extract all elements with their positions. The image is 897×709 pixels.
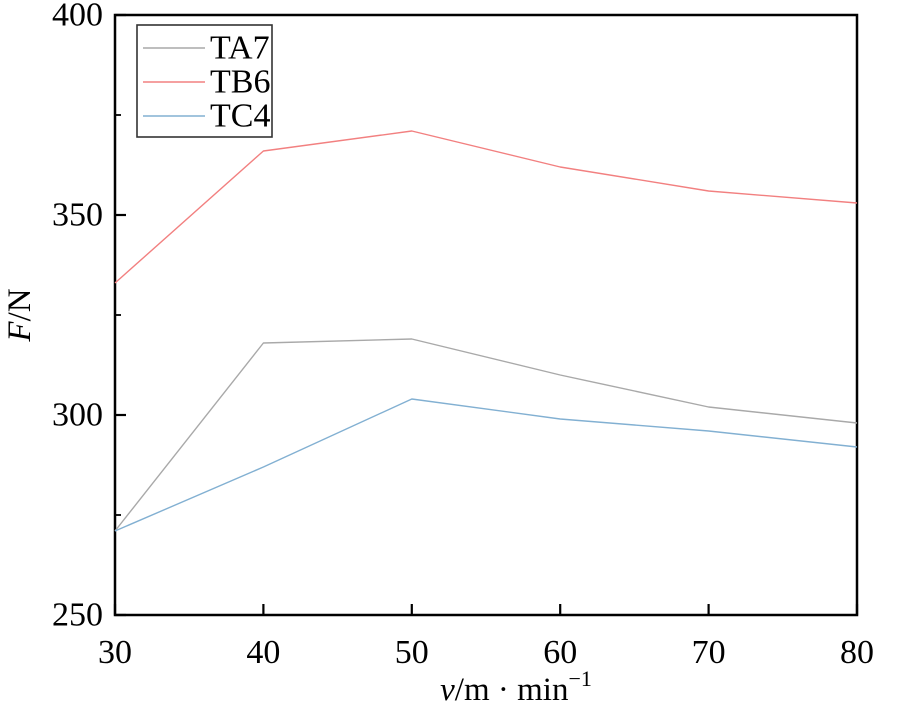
x-tick-label: 30 [98,634,132,671]
legend-box [136,24,273,138]
y-tick-label: 250 [52,597,103,634]
legend-label: TC4 [210,98,270,135]
x-tick-label: 40 [246,634,280,671]
y-tick-label: 400 [52,0,103,34]
tick-labels: 30 40 50 60 70 80 250 300 350 400 [52,0,874,671]
series-lines [114,130,858,532]
legend-entry-TC4: TC4 [143,98,270,135]
series-line-TC4 [114,398,858,532]
legend-label: TA7 [210,30,270,67]
x-axis-title: v/m · min−1 [440,666,592,708]
x-tick-label: 80 [840,634,874,671]
series-line-TA7 [114,338,858,532]
legend-entry-TB6: TB6 [143,64,270,101]
x-tick-label: 60 [543,634,577,671]
x-tick-label: 70 [692,634,726,671]
x-tick-label: 50 [395,634,429,671]
series-line-TB6 [114,130,858,284]
y-axis-title: F/N [2,288,38,342]
y-tick-label: 350 [52,197,103,234]
y-tick-label: 300 [52,397,103,434]
axis-titles: v/m · min−1 F/N [2,288,592,708]
legend-entry-TA7: TA7 [143,30,270,67]
axis-ticks [113,13,859,617]
legend-label: TB6 [210,64,270,101]
